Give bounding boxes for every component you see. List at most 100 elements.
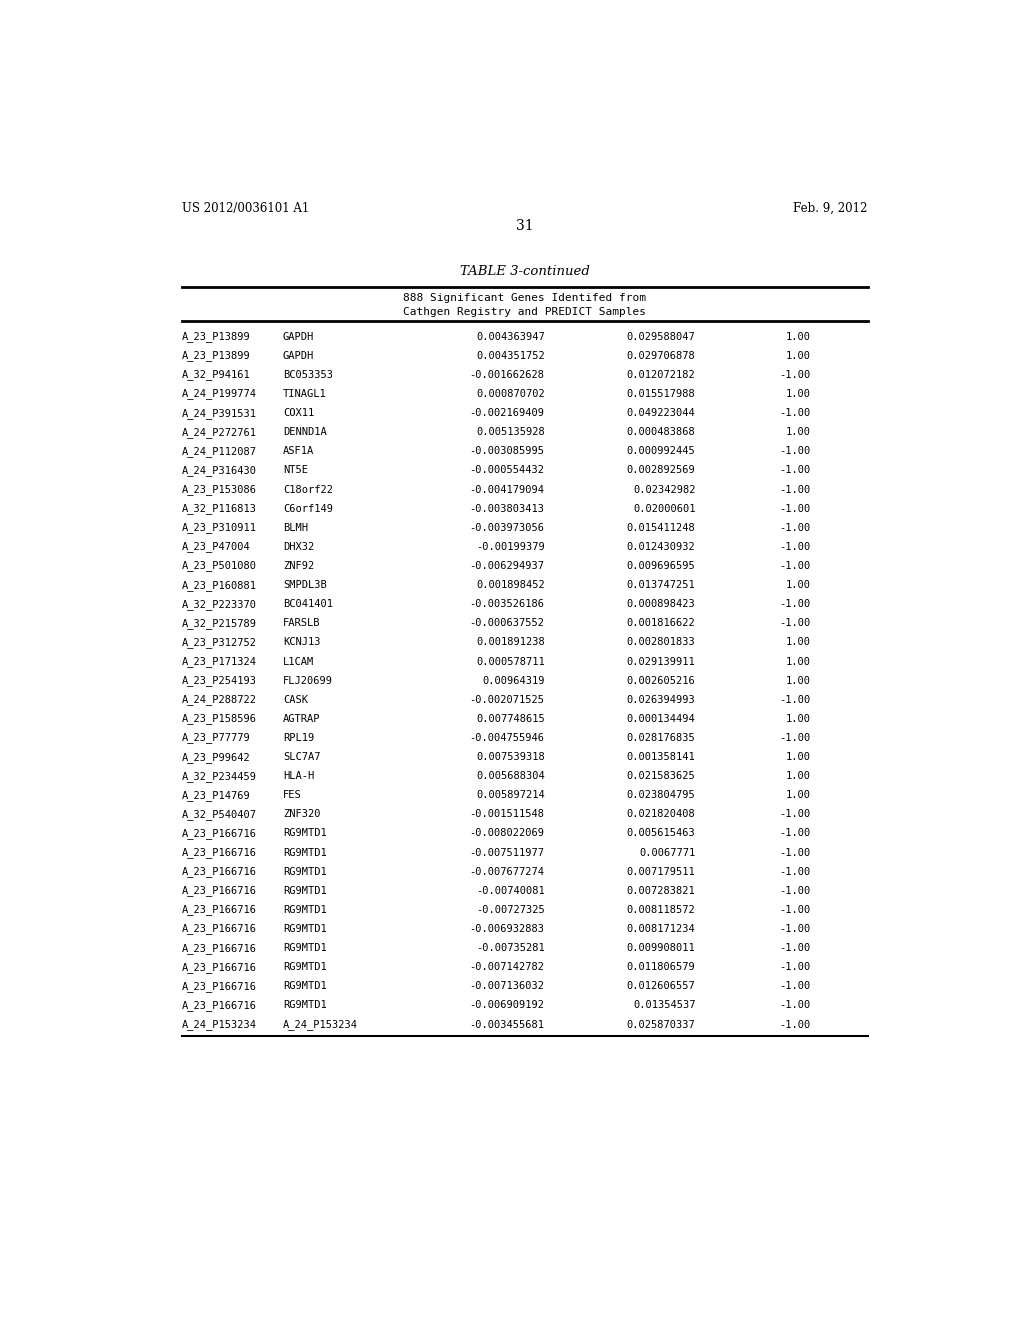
Text: 0.02342982: 0.02342982: [633, 484, 695, 495]
Text: -1.00: -1.00: [779, 561, 811, 572]
Text: 0.000898423: 0.000898423: [627, 599, 695, 610]
Text: 0.002892569: 0.002892569: [627, 466, 695, 475]
Text: 0.013747251: 0.013747251: [627, 579, 695, 590]
Text: 0.009696595: 0.009696595: [627, 561, 695, 572]
Text: -0.00199379: -0.00199379: [476, 543, 545, 552]
Text: ASF1A: ASF1A: [283, 446, 314, 457]
Text: -1.00: -1.00: [779, 809, 811, 820]
Text: 1.00: 1.00: [785, 351, 811, 360]
Text: 0.001816622: 0.001816622: [627, 618, 695, 628]
Text: 0.002605216: 0.002605216: [627, 676, 695, 685]
Text: FLJ20699: FLJ20699: [283, 676, 333, 685]
Text: C6orf149: C6orf149: [283, 504, 333, 513]
Text: -0.003973056: -0.003973056: [470, 523, 545, 533]
Text: A_24_P153234: A_24_P153234: [182, 1019, 257, 1030]
Text: -0.003803413: -0.003803413: [470, 504, 545, 513]
Text: A_23_P77779: A_23_P77779: [182, 733, 251, 743]
Text: 1.00: 1.00: [785, 428, 811, 437]
Text: C18orf22: C18orf22: [283, 484, 333, 495]
Text: -1.00: -1.00: [779, 733, 811, 743]
Text: 0.012072182: 0.012072182: [627, 370, 695, 380]
Text: A_23_P166716: A_23_P166716: [182, 828, 257, 840]
Text: A_24_P288722: A_24_P288722: [182, 694, 257, 705]
Text: A_23_P47004: A_23_P47004: [182, 541, 251, 552]
Text: 1.00: 1.00: [785, 579, 811, 590]
Text: 0.007748615: 0.007748615: [476, 714, 545, 723]
Text: Feb. 9, 2012: Feb. 9, 2012: [794, 202, 867, 215]
Text: -0.007136032: -0.007136032: [470, 981, 545, 991]
Text: 0.001358141: 0.001358141: [627, 752, 695, 762]
Text: RG9MTD1: RG9MTD1: [283, 1001, 327, 1011]
Text: A_23_P166716: A_23_P166716: [182, 886, 257, 896]
Text: -1.00: -1.00: [779, 446, 811, 457]
Text: 0.000870702: 0.000870702: [476, 389, 545, 399]
Text: A_24_P153234: A_24_P153234: [283, 1019, 357, 1030]
Text: 0.021820408: 0.021820408: [627, 809, 695, 820]
Text: 0.012606557: 0.012606557: [627, 981, 695, 991]
Text: 1.00: 1.00: [785, 656, 811, 667]
Text: 0.01354537: 0.01354537: [633, 1001, 695, 1011]
Text: A_24_P112087: A_24_P112087: [182, 446, 257, 457]
Text: CASK: CASK: [283, 694, 308, 705]
Text: 0.026394993: 0.026394993: [627, 694, 695, 705]
Text: BC041401: BC041401: [283, 599, 333, 610]
Text: -0.003526186: -0.003526186: [470, 599, 545, 610]
Text: SMPDL3B: SMPDL3B: [283, 579, 327, 590]
Text: RG9MTD1: RG9MTD1: [283, 981, 327, 991]
Text: FARSLB: FARSLB: [283, 618, 321, 628]
Text: -0.001662628: -0.001662628: [470, 370, 545, 380]
Text: -0.006294937: -0.006294937: [470, 561, 545, 572]
Text: A_23_P166716: A_23_P166716: [182, 981, 257, 991]
Text: 0.008118572: 0.008118572: [627, 906, 695, 915]
Text: A_23_P501080: A_23_P501080: [182, 561, 257, 572]
Text: 0.0067771: 0.0067771: [639, 847, 695, 858]
Text: -0.001511548: -0.001511548: [470, 809, 545, 820]
Text: -0.007142782: -0.007142782: [470, 962, 545, 973]
Text: A_32_P234459: A_32_P234459: [182, 771, 257, 781]
Text: -1.00: -1.00: [779, 924, 811, 935]
Text: -0.00735281: -0.00735281: [476, 944, 545, 953]
Text: 0.023804795: 0.023804795: [627, 791, 695, 800]
Text: GAPDH: GAPDH: [283, 351, 314, 360]
Text: A_23_P312752: A_23_P312752: [182, 638, 257, 648]
Text: 1.00: 1.00: [785, 714, 811, 723]
Text: 0.02000601: 0.02000601: [633, 504, 695, 513]
Text: -1.00: -1.00: [779, 867, 811, 876]
Text: A_23_P171324: A_23_P171324: [182, 656, 257, 667]
Text: 0.004351752: 0.004351752: [476, 351, 545, 360]
Text: A_23_P166716: A_23_P166716: [182, 962, 257, 973]
Text: -0.000637552: -0.000637552: [470, 618, 545, 628]
Text: RG9MTD1: RG9MTD1: [283, 924, 327, 935]
Text: -0.007511977: -0.007511977: [470, 847, 545, 858]
Text: 1.00: 1.00: [785, 791, 811, 800]
Text: -0.006932883: -0.006932883: [470, 924, 545, 935]
Text: Cathgen Registry and PREDICT Samples: Cathgen Registry and PREDICT Samples: [403, 306, 646, 317]
Text: 0.015517988: 0.015517988: [627, 389, 695, 399]
Text: A_23_P99642: A_23_P99642: [182, 751, 251, 763]
Text: RPL19: RPL19: [283, 733, 314, 743]
Text: RG9MTD1: RG9MTD1: [283, 906, 327, 915]
Text: 0.000578711: 0.000578711: [476, 656, 545, 667]
Text: 0.028176835: 0.028176835: [627, 733, 695, 743]
Text: -1.00: -1.00: [779, 886, 811, 896]
Text: 0.001898452: 0.001898452: [476, 579, 545, 590]
Text: DENND1A: DENND1A: [283, 428, 327, 437]
Text: RG9MTD1: RG9MTD1: [283, 886, 327, 896]
Text: RG9MTD1: RG9MTD1: [283, 944, 327, 953]
Text: US 2012/0036101 A1: US 2012/0036101 A1: [182, 202, 309, 215]
Text: BC053353: BC053353: [283, 370, 333, 380]
Text: A_32_P223370: A_32_P223370: [182, 599, 257, 610]
Text: 888 Significant Genes Identifed from: 888 Significant Genes Identifed from: [403, 293, 646, 302]
Text: -0.006909192: -0.006909192: [470, 1001, 545, 1011]
Text: -1.00: -1.00: [779, 618, 811, 628]
Text: A_24_P199774: A_24_P199774: [182, 388, 257, 400]
Text: 1.00: 1.00: [785, 771, 811, 781]
Text: A_32_P215789: A_32_P215789: [182, 618, 257, 628]
Text: -1.00: -1.00: [779, 694, 811, 705]
Text: 0.007179511: 0.007179511: [627, 867, 695, 876]
Text: KCNJ13: KCNJ13: [283, 638, 321, 647]
Text: 0.005615463: 0.005615463: [627, 829, 695, 838]
Text: 0.002801833: 0.002801833: [627, 638, 695, 647]
Text: A_23_P166716: A_23_P166716: [182, 866, 257, 878]
Text: 0.021583625: 0.021583625: [627, 771, 695, 781]
